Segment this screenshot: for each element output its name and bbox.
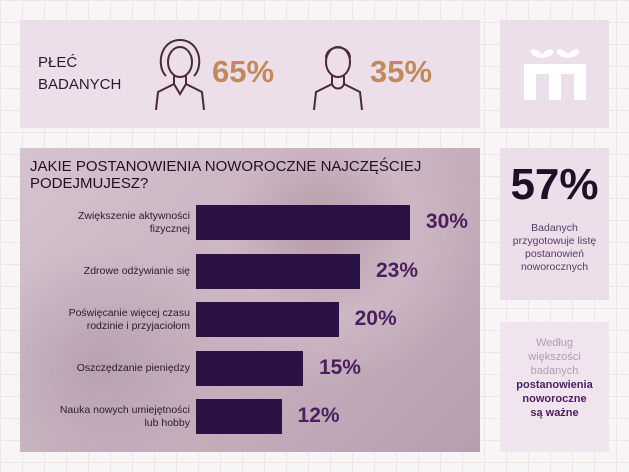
category-label: Poświęcanie więcej czasu rodzinie i przy… <box>68 306 190 332</box>
stat-description-line: przygotowuje listę <box>512 235 597 247</box>
value-label: 12% <box>297 404 340 427</box>
category-label: Nauka nowych umiejętności lub hobby <box>59 403 190 429</box>
male-icon <box>313 46 363 111</box>
stat-description-line: noworocznych <box>520 261 589 273</box>
bar <box>196 350 303 386</box>
conclusion-text: Według większości badanych postanowienia now… <box>500 336 609 420</box>
category-label: Oszczędzanie pieniędzy <box>76 361 190 374</box>
gender-title: PŁEĆ <box>38 54 78 71</box>
bar <box>196 399 282 434</box>
conclusion-line: Według <box>535 337 574 349</box>
bar <box>196 253 360 289</box>
conclusion-panel: Według większości badanych postanowienia now… <box>500 322 609 452</box>
value-label: 15% <box>318 355 361 379</box>
value-label: 20% <box>354 307 397 330</box>
bar <box>196 205 410 240</box>
category-row: Zdrowe odżywianie się <box>20 254 190 289</box>
female-value: 65% <box>212 54 275 89</box>
stat-panel: 57% Badanych przygotowuje listę postanowie… <box>500 148 609 300</box>
stat-description: Badanych przygotowuje listę postanowień now… <box>500 222 609 274</box>
conclusion-line: badanych <box>530 365 579 377</box>
bar-area: Zwiększenie aktywności fizycznej 30% Zdrow… <box>20 148 480 452</box>
chart-panel: JAKIE POSTANOWIENIA NOWOROCZNE NAJCZĘŚCI… <box>20 148 480 452</box>
category-label: Zdrowe odżywianie się <box>83 264 190 277</box>
category-label: Zwiększenie aktywności fizycznej <box>77 209 190 235</box>
conclusion-line: większości <box>528 351 581 363</box>
bar <box>196 302 339 337</box>
gender-title: BADANYCH <box>38 76 122 93</box>
female-icon <box>155 38 205 111</box>
logo-panel <box>500 20 609 128</box>
category-row: Nauka nowych umiejętności lub hobby <box>20 399 190 434</box>
conclusion-line-bold: postanowienia <box>516 379 593 391</box>
value-label: 23% <box>375 258 419 282</box>
conclusion-line-bold: są ważne <box>530 407 579 419</box>
category-row: Zwiększenie aktywności fizycznej <box>20 205 190 240</box>
conclusion-line-bold: noworoczne <box>522 393 587 405</box>
chart-title: JAKIE POSTANOWIENIA NOWOROCZNE NAJCZĘŚCI… <box>30 158 422 192</box>
stat-description-line: postanowień <box>525 248 584 260</box>
gender-panel: PŁEĆ BADANYCH 65% 35% <box>20 20 480 128</box>
value-label: 30% <box>425 210 468 233</box>
category-row: Oszczędzanie pieniędzy <box>20 351 190 386</box>
category-row: Poświęcanie więcej czasu rodzinie i przy… <box>20 302 190 337</box>
stat-value: 57% <box>510 160 599 209</box>
stat-description-line: Badanych <box>531 222 578 234</box>
male-value: 35% <box>370 54 433 89</box>
logo <box>524 49 586 100</box>
